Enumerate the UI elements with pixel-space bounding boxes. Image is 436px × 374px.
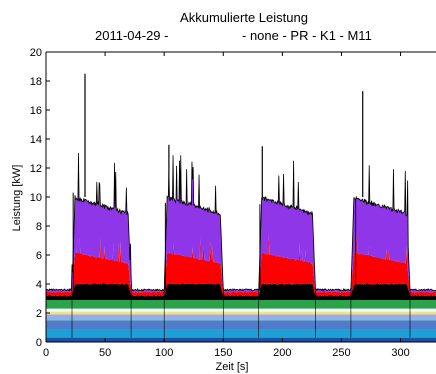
stack-layer-3: [46, 314, 436, 321]
x-tick-label: 0: [43, 347, 49, 359]
stack-layer-4: [46, 311, 436, 315]
y-tick-label: 14: [30, 134, 42, 146]
y-tick-label: 18: [30, 76, 42, 88]
y-tick-label: 12: [30, 163, 42, 175]
y-tick-label: 8: [36, 221, 42, 233]
plot-area: [45, 73, 436, 342]
stack-layer-5: [46, 308, 436, 312]
stack-layer-0: [46, 337, 436, 342]
x-tick-label: 50: [99, 347, 111, 359]
y-axis-label: Leistung [kW]: [11, 165, 23, 232]
stack-layer-7: [46, 283, 436, 300]
total-outline: [45, 153, 436, 292]
x-tick-label: 150: [214, 347, 232, 359]
y-tick-label: 4: [36, 279, 42, 291]
x-axis-label: Zeit [s]: [215, 361, 248, 373]
x-tick-label: 250: [332, 347, 350, 359]
chart-subtitle-left: 2011-04-29 -: [95, 28, 168, 43]
y-tick-label: 10: [30, 192, 42, 204]
y-tick-label: 20: [30, 47, 42, 59]
stack-layer-8: [46, 232, 436, 297]
y-tick-label: 0: [36, 337, 42, 349]
chart-title: Akkumulierte Leistung: [180, 10, 308, 25]
y-tick-label: 2: [36, 308, 42, 320]
x-tick-label: 100: [155, 347, 173, 359]
stack-layer-9: [46, 153, 436, 293]
x-tick-label: 200: [273, 347, 291, 359]
y-tick-label: 6: [36, 250, 42, 262]
stack-layer-2: [46, 320, 436, 329]
stack-layer-6: [46, 299, 436, 309]
stack-layer-1: [46, 328, 436, 338]
y-tick-label: 16: [30, 105, 42, 117]
x-tick-label: 300: [391, 347, 409, 359]
chart-subtitle-right: - none - PR - K1 - M11: [242, 28, 372, 43]
